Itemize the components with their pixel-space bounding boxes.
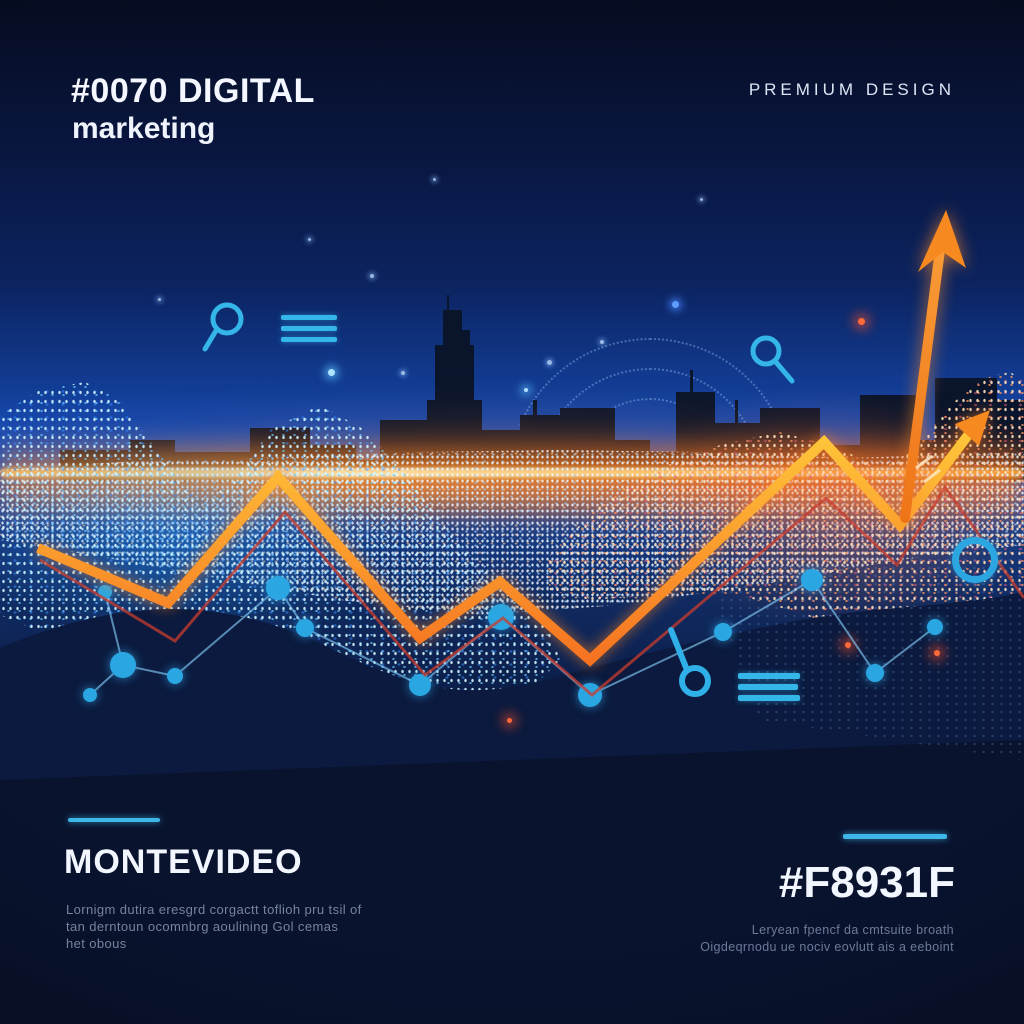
circle-outline-icon: [952, 537, 998, 583]
menu-icon: [738, 673, 800, 701]
city-name: MONTEVIDEO: [64, 843, 303, 881]
search-icon: [668, 627, 711, 697]
caption-left-line: het obous: [66, 936, 127, 951]
menu-icon: [281, 315, 337, 342]
poster-title-line1: #0070 DIGITAL: [71, 72, 315, 110]
trend-main-line: [36, 410, 990, 667]
caption-left-line: Lornigm dutira eresgrd corgactt toflioh …: [66, 902, 362, 917]
caption-right-line: Leryean fpencf da cmtsuite broath: [751, 923, 954, 937]
search-icon: [750, 335, 795, 384]
accent-line-left: [68, 818, 160, 822]
accent-line-right: [843, 834, 947, 839]
poster-title-line2: marketing: [72, 112, 216, 145]
search-icon: [202, 302, 244, 352]
caption-left-line: tan derntoun ocomnbrg aoulining Gol cema…: [66, 919, 339, 934]
trend-echo-line: [39, 484, 1024, 697]
caption-right: Leryean fpencf da cmtsuite broath Oigdeq…: [624, 922, 954, 956]
color-code: #F8931F: [778, 858, 955, 907]
caption-right-line: Oigdeqrnodu ue nociv eovlutt ais a eeboi…: [700, 940, 954, 954]
caption-left: Lornigm dutira eresgrd corgactt toflioh …: [66, 901, 362, 952]
premium-badge: PREMIUM DESIGN: [748, 80, 955, 99]
